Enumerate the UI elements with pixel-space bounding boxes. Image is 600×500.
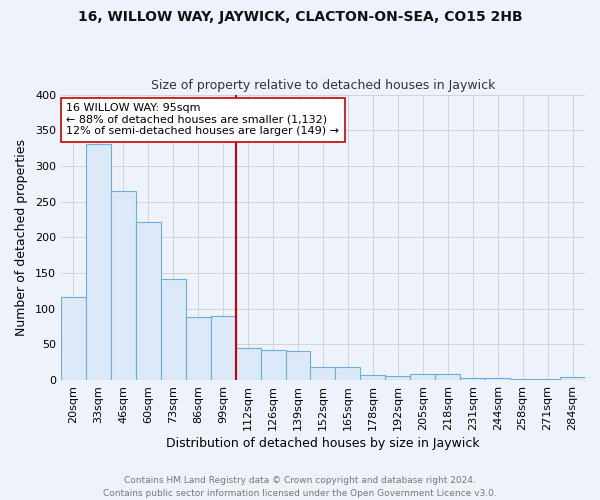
Bar xyxy=(111,191,136,380)
Bar xyxy=(186,318,211,380)
Bar xyxy=(510,378,535,380)
Text: Contains HM Land Registry data © Crown copyright and database right 2024.
Contai: Contains HM Land Registry data © Crown c… xyxy=(103,476,497,498)
Bar xyxy=(211,316,236,380)
Bar xyxy=(385,376,410,380)
Text: 16 WILLOW WAY: 95sqm
← 88% of detached houses are smaller (1,132)
12% of semi-de: 16 WILLOW WAY: 95sqm ← 88% of detached h… xyxy=(66,103,339,136)
Text: 16, WILLOW WAY, JAYWICK, CLACTON-ON-SEA, CO15 2HB: 16, WILLOW WAY, JAYWICK, CLACTON-ON-SEA,… xyxy=(77,10,523,24)
Bar xyxy=(86,144,111,380)
Bar xyxy=(236,348,260,380)
Bar xyxy=(460,378,485,380)
X-axis label: Distribution of detached houses by size in Jaywick: Distribution of detached houses by size … xyxy=(166,437,480,450)
Bar xyxy=(361,375,385,380)
Bar xyxy=(260,350,286,380)
Bar xyxy=(335,366,361,380)
Bar xyxy=(61,298,86,380)
Bar xyxy=(136,222,161,380)
Bar xyxy=(286,351,310,380)
Bar xyxy=(410,374,435,380)
Title: Size of property relative to detached houses in Jaywick: Size of property relative to detached ho… xyxy=(151,79,495,92)
Bar xyxy=(435,374,460,380)
Y-axis label: Number of detached properties: Number of detached properties xyxy=(15,139,28,336)
Bar xyxy=(310,366,335,380)
Bar xyxy=(560,376,585,380)
Bar xyxy=(485,378,510,380)
Bar xyxy=(161,278,186,380)
